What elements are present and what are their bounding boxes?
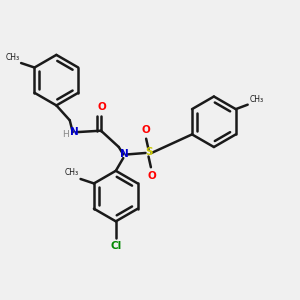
Text: N: N — [70, 127, 79, 136]
Text: O: O — [147, 171, 156, 181]
Text: CH₃: CH₃ — [249, 95, 263, 104]
Text: O: O — [141, 125, 150, 135]
Text: CH₃: CH₃ — [5, 52, 20, 62]
Text: N: N — [120, 149, 128, 159]
Text: CH₃: CH₃ — [65, 169, 79, 178]
Text: H: H — [62, 130, 69, 139]
Text: O: O — [97, 102, 106, 112]
Text: Cl: Cl — [110, 241, 122, 251]
Text: S: S — [146, 147, 153, 158]
